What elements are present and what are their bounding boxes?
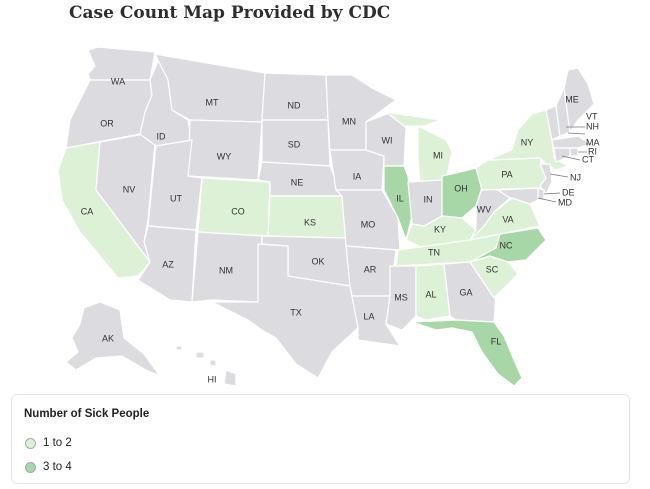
legend-label-3-to-4: 3 to 4 bbox=[43, 461, 72, 473]
label-wy: WY bbox=[217, 151, 232, 161]
label-in: IN bbox=[424, 194, 433, 204]
state-nd[interactable] bbox=[261, 72, 329, 121]
label-or: OR bbox=[100, 118, 114, 128]
state-ny[interactable] bbox=[487, 109, 569, 171]
label-fl: FL bbox=[491, 336, 502, 346]
us-state-map: WA OR CA NV ID MT WY UT AZ CO NM ND SD N… bbox=[0, 40, 650, 390]
state-nc[interactable] bbox=[469, 227, 547, 263]
label-co: CO bbox=[231, 206, 245, 216]
label-ny: NY bbox=[521, 137, 534, 147]
label-ri: RI bbox=[588, 146, 597, 156]
state-ct[interactable] bbox=[553, 147, 571, 163]
state-il[interactable] bbox=[383, 165, 413, 241]
label-md: MD bbox=[558, 197, 572, 207]
label-nm: NM bbox=[219, 265, 233, 275]
label-ok: OK bbox=[311, 256, 324, 266]
state-tx[interactable] bbox=[211, 243, 359, 379]
label-al: AL bbox=[425, 289, 436, 299]
label-de: DE bbox=[562, 187, 575, 197]
label-mt: MT bbox=[206, 97, 219, 107]
label-az: AZ bbox=[162, 259, 174, 269]
state-wy[interactable] bbox=[187, 119, 263, 181]
label-ut: UT bbox=[170, 193, 182, 203]
leader-nh bbox=[567, 132, 586, 135]
state-fl[interactable] bbox=[411, 319, 523, 387]
label-va: VA bbox=[502, 214, 513, 224]
label-nd: ND bbox=[288, 100, 301, 110]
state-az[interactable] bbox=[137, 225, 197, 303]
label-me: ME bbox=[565, 94, 579, 104]
label-sc: SC bbox=[486, 264, 499, 274]
leader-ct bbox=[561, 155, 581, 161]
label-mn: MN bbox=[342, 116, 356, 126]
label-la: LA bbox=[363, 311, 374, 321]
state-ri[interactable] bbox=[569, 147, 579, 157]
state-al[interactable] bbox=[415, 263, 451, 321]
state-hi[interactable] bbox=[175, 345, 237, 387]
label-tx: TX bbox=[290, 307, 302, 317]
label-mo: MO bbox=[361, 219, 376, 229]
legend-label-1-to-2: 1 to 2 bbox=[43, 437, 72, 449]
label-wv: WV bbox=[477, 204, 492, 214]
label-nj: NJ bbox=[570, 172, 581, 182]
legend-item-3-to-4[interactable]: 3 to 4 bbox=[25, 461, 72, 473]
label-ca: CA bbox=[81, 206, 94, 216]
state-md[interactable] bbox=[497, 187, 539, 205]
label-nv: NV bbox=[123, 184, 136, 194]
label-ma: MA bbox=[586, 137, 600, 147]
label-ga: GA bbox=[459, 287, 472, 297]
label-wi: WI bbox=[382, 135, 393, 145]
label-ak: AK bbox=[102, 333, 114, 343]
label-ks: KS bbox=[304, 217, 316, 227]
label-ky: KY bbox=[434, 224, 446, 234]
state-me[interactable] bbox=[563, 67, 595, 133]
label-id: ID bbox=[157, 131, 167, 141]
label-sd: SD bbox=[288, 139, 301, 149]
legend-item-1-to-2[interactable]: 1 to 2 bbox=[25, 437, 72, 449]
label-wa: WA bbox=[111, 76, 125, 86]
label-oh: OH bbox=[454, 183, 468, 193]
leader-de bbox=[543, 192, 561, 195]
label-ms: MS bbox=[394, 292, 408, 302]
legend-title: Number of Sick People bbox=[24, 408, 150, 420]
legend-swatch-3-to-4 bbox=[25, 461, 36, 473]
label-vt: VT bbox=[586, 111, 598, 121]
page-title: Case Count Map Provided by CDC bbox=[69, 3, 391, 23]
label-nc: NC bbox=[500, 240, 513, 250]
label-nh: NH bbox=[586, 121, 599, 131]
state-nm[interactable] bbox=[191, 231, 263, 303]
label-pa: PA bbox=[501, 169, 512, 179]
label-ia: IA bbox=[353, 171, 362, 181]
state-mi[interactable] bbox=[385, 111, 453, 185]
legend: Number of Sick People 1 to 2 3 to 4 bbox=[11, 394, 630, 484]
label-ne: NE bbox=[291, 177, 304, 187]
state-wa[interactable] bbox=[87, 46, 156, 81]
leader-nj bbox=[549, 173, 569, 178]
leader-md bbox=[537, 197, 557, 203]
label-tn: TN bbox=[428, 247, 440, 257]
label-ar: AR bbox=[364, 264, 377, 274]
state-ma[interactable] bbox=[551, 135, 591, 149]
state-ia[interactable] bbox=[329, 149, 385, 191]
legend-swatch-1-to-2 bbox=[25, 437, 36, 449]
label-mi: MI bbox=[433, 150, 443, 160]
label-ct: CT bbox=[582, 154, 594, 164]
state-ak[interactable] bbox=[65, 301, 161, 377]
label-il: IL bbox=[396, 193, 404, 203]
map-svg: WA OR CA NV ID MT WY UT AZ CO NM ND SD N… bbox=[57, 46, 600, 387]
label-hi: HI bbox=[208, 374, 217, 384]
